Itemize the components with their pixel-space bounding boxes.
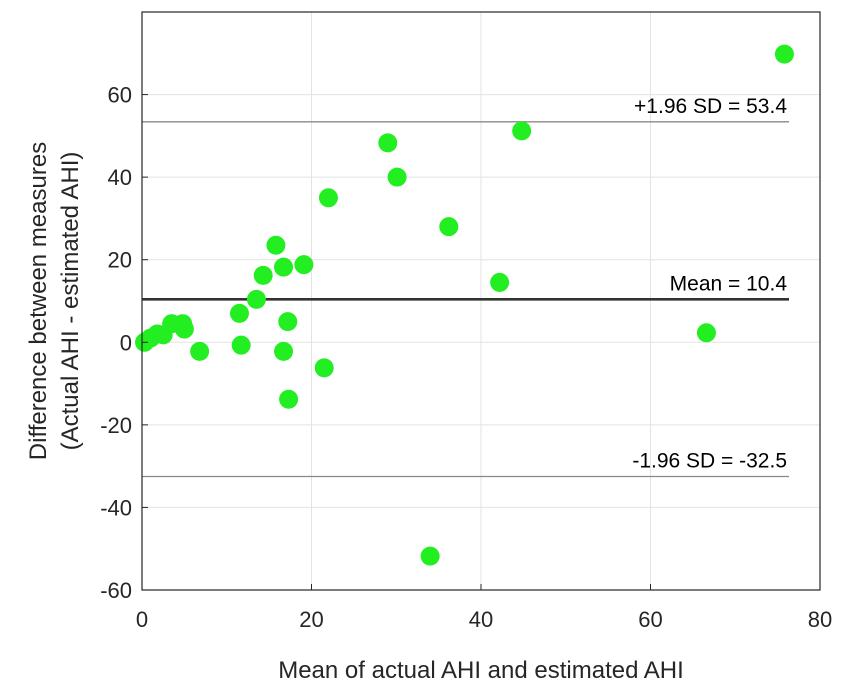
y-tick-label-6: 60 bbox=[108, 83, 132, 108]
data-points bbox=[135, 44, 794, 566]
data-point-17 bbox=[294, 255, 314, 275]
data-point-9 bbox=[231, 335, 251, 355]
data-point-13 bbox=[274, 257, 294, 277]
x-tick-label-4: 80 bbox=[808, 607, 832, 632]
data-point-19 bbox=[318, 188, 338, 208]
reference-annotations: +1.96 SD = 53.4 Mean = 10.4 -1.96 SD = -32… bbox=[632, 95, 787, 473]
data-point-14 bbox=[274, 341, 294, 361]
y-axis-label-line-1: Difference between measures bbox=[25, 142, 52, 460]
data-point-25 bbox=[512, 121, 532, 141]
y-tick-label-1: -40 bbox=[100, 495, 132, 520]
y-tick-label-0: -60 bbox=[100, 578, 132, 603]
lower-reference-label: -1.96 SD = -32.5 bbox=[632, 449, 787, 472]
data-point-6 bbox=[174, 319, 194, 339]
data-point-7 bbox=[190, 341, 210, 361]
grid-lines bbox=[142, 12, 820, 590]
upper-reference-label: +1.96 SD = 53.4 bbox=[634, 95, 787, 118]
data-point-22 bbox=[420, 546, 440, 566]
x-axis-label: Mean of actual AHI and estimated AHI bbox=[278, 657, 684, 684]
x-tick-label-3: 60 bbox=[638, 607, 662, 632]
data-point-16 bbox=[279, 389, 299, 409]
data-point-10 bbox=[246, 289, 266, 309]
data-point-27 bbox=[774, 44, 794, 64]
y-tick-label-3: 0 bbox=[120, 330, 132, 355]
data-point-26 bbox=[696, 323, 716, 343]
x-tick-label-0: 0 bbox=[136, 607, 148, 632]
data-point-20 bbox=[378, 133, 398, 153]
y-tick-label-2: -20 bbox=[100, 413, 132, 438]
data-point-15 bbox=[278, 312, 298, 332]
data-point-18 bbox=[314, 358, 334, 378]
data-point-8 bbox=[229, 303, 249, 323]
x-tick-label-1: 20 bbox=[299, 607, 323, 632]
data-point-23 bbox=[439, 217, 459, 237]
data-point-21 bbox=[387, 167, 407, 187]
x-tick-label-2: 40 bbox=[469, 607, 493, 632]
tick-labels: 0 20 40 60 80 -60 -40 -20 0 20 40 60 bbox=[100, 83, 832, 632]
y-axis-label-line-2: (Actual AHI - estimated AHI) bbox=[57, 152, 84, 451]
mean-reference-label: Mean = 10.4 bbox=[670, 272, 788, 295]
reference-lines bbox=[142, 121, 789, 478]
y-tick-label-5: 40 bbox=[108, 165, 132, 190]
data-point-24 bbox=[490, 272, 510, 292]
data-point-11 bbox=[253, 265, 273, 285]
data-point-12 bbox=[266, 235, 286, 255]
y-tick-label-4: 20 bbox=[108, 248, 132, 273]
